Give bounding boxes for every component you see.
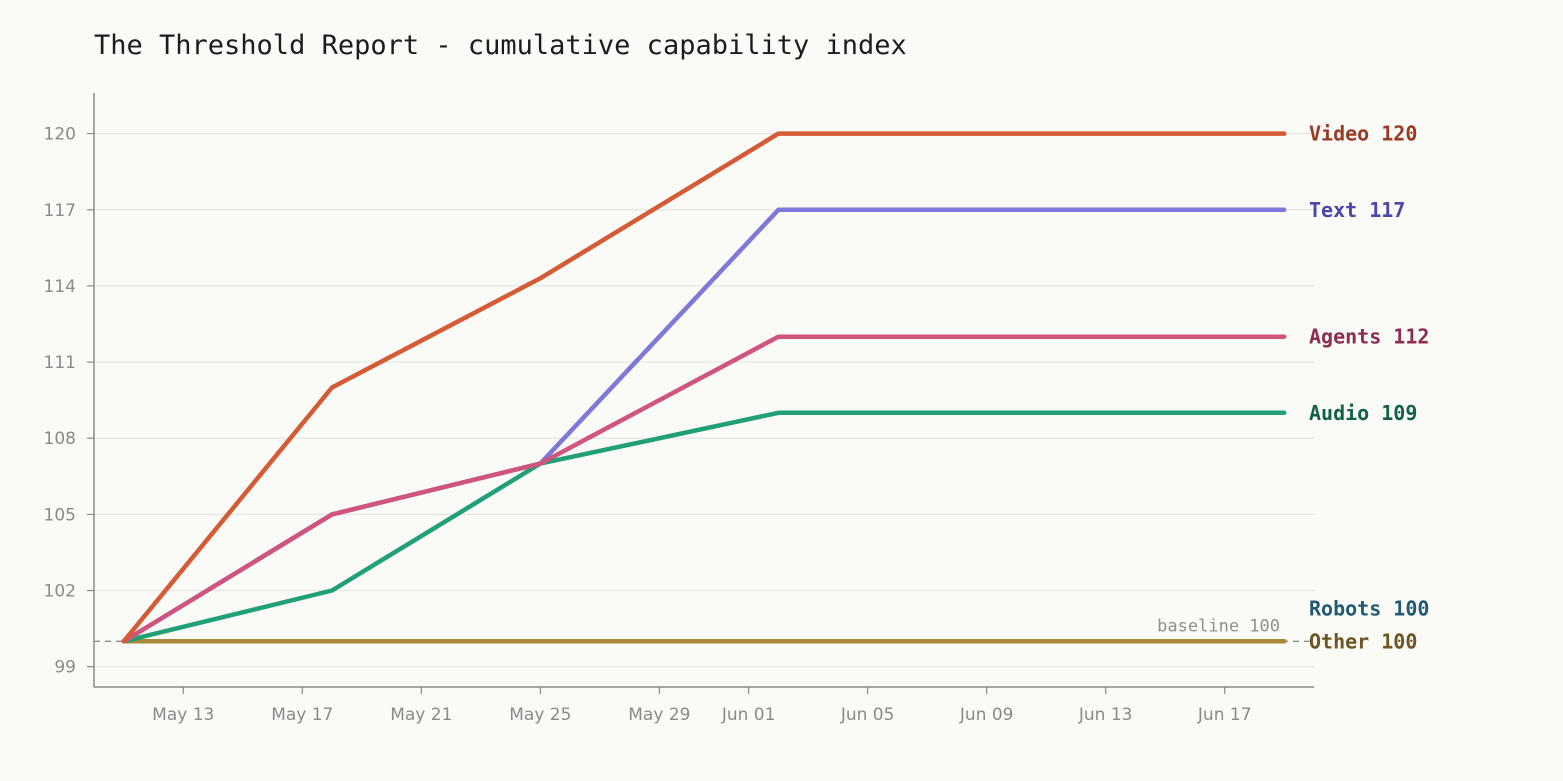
end-labels: Video 120 Text 117 Agents 112 Audio 109 Robo… (1309, 122, 1429, 654)
chart-title: The Threshold Report - cumulative capabi… (94, 30, 907, 61)
series-line-audio (121, 410, 1287, 644)
series-line-text (121, 207, 1287, 644)
gridlines (94, 133, 1314, 668)
x-tick-label: May 13 (152, 705, 214, 725)
x-tick-label: Jun 01 (721, 705, 776, 725)
x-tick-label: Jun 09 (959, 705, 1014, 725)
y-tick-label: 111 (44, 353, 76, 373)
y-tick-label: 102 (44, 582, 76, 602)
end-label-audio: Audio 109 (1309, 401, 1417, 425)
y-tick-label: 108 (44, 429, 76, 449)
x-tick-label: Jun 17 (1197, 705, 1252, 725)
baseline-label: baseline 100 (1157, 616, 1280, 636)
series-lines (121, 131, 1287, 644)
x-tick-label: Jun 05 (840, 705, 895, 725)
x-tick-label: May 25 (509, 705, 571, 725)
end-label-agents: Agents 112 (1309, 325, 1429, 349)
y-tick-label: 105 (44, 505, 76, 525)
end-label-other: Other 100 (1309, 629, 1417, 653)
y-tick-label: 117 (44, 201, 76, 221)
y-tick-label: 120 (44, 125, 76, 145)
end-label-text: Text 117 (1309, 198, 1405, 222)
y-tick-label: 114 (44, 277, 76, 297)
x-tick-label: May 17 (271, 705, 333, 725)
series-line-agents (121, 334, 1287, 644)
y-tick-label: 99 (54, 658, 76, 678)
end-label-video: Video 120 (1309, 122, 1417, 146)
x-tick-label: May 21 (390, 705, 452, 725)
x-tick-label: Jun 13 (1078, 705, 1133, 725)
x-tick-label: May 29 (628, 705, 690, 725)
baseline: baseline 100 (94, 616, 1314, 642)
series-line-video (121, 131, 1287, 644)
end-label-robots: Robots 100 (1309, 596, 1429, 620)
axes: 99 102 105 108 111 114 117 120 May 13 May 17 May 2… (44, 93, 1314, 725)
